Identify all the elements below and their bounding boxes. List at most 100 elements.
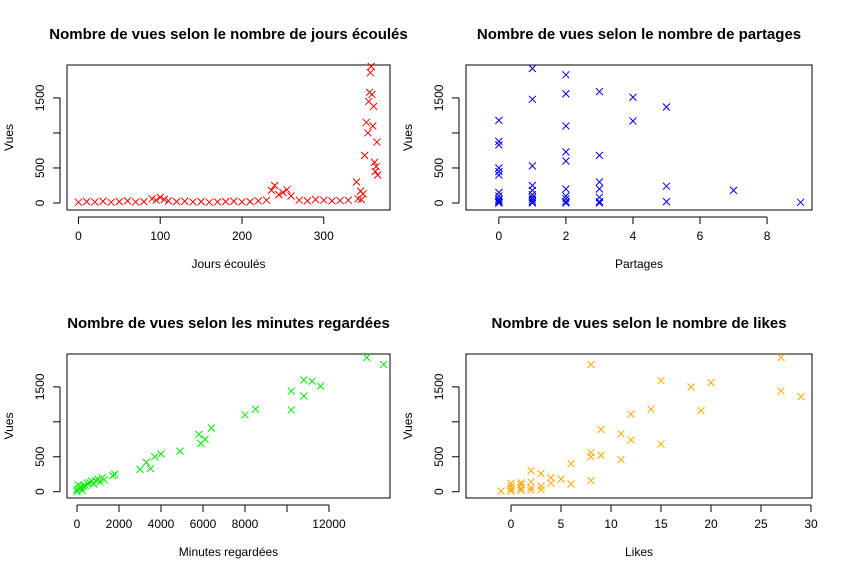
point: [595, 87, 604, 96]
y-tick-label: 500: [33, 446, 47, 466]
y-tick-label: 1500: [432, 373, 446, 400]
panel: Nombre de vues selon les minutes regardé…: [2, 315, 391, 559]
point: [362, 118, 371, 127]
point: [528, 197, 537, 206]
point: [537, 482, 545, 490]
point: [662, 103, 671, 111]
point: [303, 197, 312, 205]
point: [367, 62, 376, 71]
point: [662, 182, 671, 191]
point-stroke: [367, 62, 376, 71]
point: [157, 450, 165, 458]
point-stroke: [687, 383, 695, 391]
point: [517, 484, 525, 493]
point-stroke: [371, 167, 380, 176]
x-axis-label: Minutes regardées: [179, 545, 278, 559]
point: [213, 198, 222, 206]
point-stroke: [373, 138, 381, 146]
point: [557, 475, 565, 483]
point: [221, 197, 230, 206]
point: [207, 424, 216, 432]
point: [629, 117, 637, 125]
point: [316, 382, 325, 391]
point-stroke: [369, 102, 378, 111]
point: [197, 197, 205, 206]
point: [373, 138, 381, 146]
point-stroke: [372, 162, 380, 171]
point: [495, 164, 503, 172]
point: [697, 406, 705, 415]
point-stroke: [152, 196, 160, 205]
point: [131, 198, 140, 206]
point: [279, 188, 287, 197]
point-stroke: [197, 197, 205, 206]
x-tick-label: 8: [764, 229, 771, 243]
point-stroke: [595, 199, 604, 207]
point: [89, 480, 98, 488]
point: [81, 481, 90, 490]
x-tick-label: 30: [804, 517, 818, 531]
point: [372, 162, 380, 171]
point: [287, 192, 295, 200]
y-tick-label: 500: [33, 158, 47, 178]
point-stroke: [115, 197, 124, 206]
point: [657, 440, 665, 449]
point-stroke: [364, 129, 372, 137]
point-stroke: [528, 197, 537, 206]
point-stroke: [176, 447, 184, 456]
point-stroke: [777, 353, 785, 362]
point: [527, 478, 535, 486]
point-stroke: [90, 198, 99, 206]
point: [587, 360, 595, 369]
point-stroke: [270, 181, 279, 190]
point: [562, 70, 570, 79]
point-stroke: [299, 392, 308, 400]
point: [270, 181, 279, 190]
x-tick-label: 8000: [232, 517, 259, 531]
point-stroke: [562, 185, 570, 193]
point-stroke: [108, 471, 117, 480]
point-stroke: [495, 141, 503, 149]
point-stroke: [308, 377, 317, 386]
point: [370, 158, 379, 167]
plot-box: [66, 64, 391, 211]
point: [562, 192, 570, 200]
point: [527, 486, 535, 495]
point: [562, 185, 570, 193]
point-stroke: [194, 430, 203, 439]
point-stroke: [507, 479, 515, 488]
point: [662, 197, 671, 206]
point: [495, 196, 503, 205]
point-stroke: [364, 97, 373, 106]
point-stroke: [357, 195, 366, 204]
point-stroke: [517, 486, 525, 495]
point-stroke: [207, 424, 216, 432]
point-stroke: [595, 178, 604, 186]
point: [495, 137, 503, 146]
point: [687, 383, 695, 391]
point: [283, 185, 291, 194]
y-tick-label: 0: [432, 199, 446, 206]
point: [100, 475, 109, 484]
point: [344, 196, 353, 205]
point: [180, 197, 189, 206]
point: [150, 452, 159, 461]
point: [360, 151, 369, 160]
y-tick-label: 1500: [33, 373, 47, 400]
point-stroke: [319, 196, 328, 205]
x-tick-label: 100: [150, 229, 170, 243]
point: [595, 197, 604, 206]
point-stroke: [617, 429, 625, 438]
point: [777, 387, 785, 395]
point: [597, 451, 605, 460]
x-tick-label: 15: [654, 517, 668, 531]
point-stroke: [507, 487, 515, 495]
point: [379, 360, 388, 369]
point-stroke: [99, 197, 107, 206]
point-stroke: [359, 190, 367, 198]
point: [246, 197, 255, 206]
point-stroke: [373, 171, 382, 179]
point-stroke: [707, 378, 715, 387]
point: [495, 116, 503, 125]
point: [527, 483, 535, 492]
